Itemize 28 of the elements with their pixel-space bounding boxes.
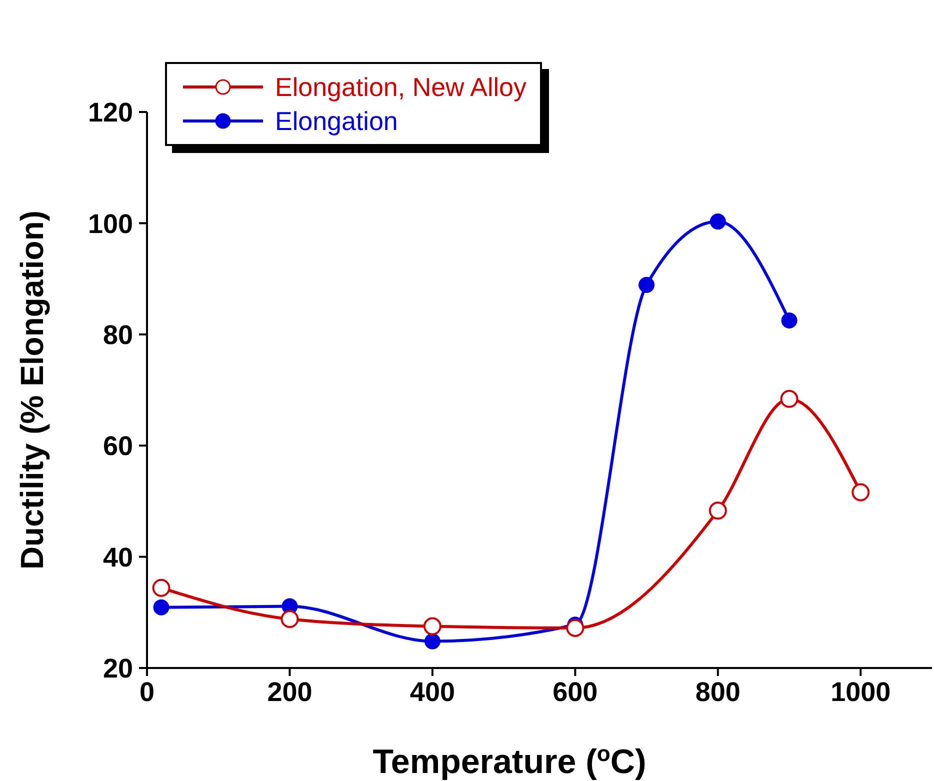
point <box>424 633 440 650</box>
point <box>152 578 170 597</box>
x-tick-label: 0 <box>139 677 155 708</box>
point <box>781 312 798 328</box>
legend-label: Elongation <box>275 105 398 138</box>
x-axis-title: Temperature ($^{o}$C) <box>372 740 646 781</box>
point <box>710 214 726 230</box>
y-tick-label: 60 <box>102 431 133 462</box>
point <box>280 610 299 628</box>
x-tick-label: 400 <box>410 677 455 708</box>
point <box>423 617 442 636</box>
point <box>708 502 727 520</box>
y-tick-label: 120 <box>88 98 133 128</box>
legend-label: Elongation, New Alloy <box>275 71 526 104</box>
x-tick-label: 1000 <box>830 677 891 708</box>
x-tick-label: 200 <box>267 677 312 708</box>
y-tick-label: 40 <box>102 542 133 572</box>
y-tick-label: 80 <box>102 320 133 350</box>
y-tick-label: 100 <box>88 208 133 239</box>
y-tick-label: 20 <box>102 654 133 684</box>
point <box>153 599 170 616</box>
point <box>780 390 798 408</box>
x-tick-label: 600 <box>552 677 598 708</box>
point <box>638 276 655 293</box>
point <box>852 483 870 502</box>
point <box>566 618 584 637</box>
x-tick-label: 800 <box>695 677 740 708</box>
y-axis-title: Ductility (% Elongation) <box>14 210 50 570</box>
